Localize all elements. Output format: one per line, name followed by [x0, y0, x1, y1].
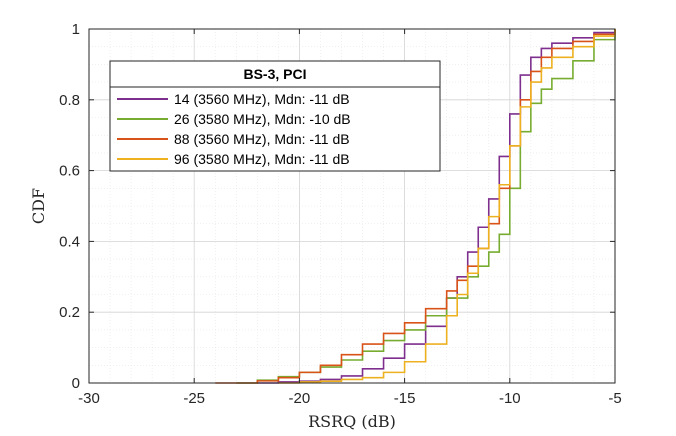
legend-label-3: 96 (3580 MHz), Mdn: -11 dB: [174, 151, 350, 167]
legend-label-2: 88 (3560 MHz), Mdn: -11 dB: [174, 131, 350, 147]
plot-frame: [88, 28, 616, 384]
y-tick-label: 0.6: [59, 163, 80, 180]
axis-ticks: -30 -25 -20 -15 -10 -5 0 0.2 0.4 0.6 0.8 1: [59, 21, 622, 407]
x-tick-label: -5: [608, 390, 621, 407]
x-tick-label: -30: [78, 390, 100, 407]
x-tick-label: -10: [499, 390, 521, 407]
y-tick-label: 0.2: [59, 304, 80, 321]
y-tick-label: 1: [72, 21, 80, 38]
legend-label-1: 26 (3580 MHz), Mdn: -10 dB: [174, 111, 351, 127]
legend: BS-3, PCI 14 (3560 MHz), Mdn: -11 dB 26 (…: [109, 60, 441, 172]
series-layer: [215, 29, 616, 384]
y-tick-label: 0.8: [59, 92, 80, 109]
legend-title: BS-3, PCI: [243, 66, 306, 82]
legend-entries: 14 (3560 MHz), Mdn: -11 dB 26 (3580 MHz),…: [117, 91, 351, 167]
series-line-0: [257, 29, 616, 384]
x-tick-label: -15: [394, 390, 416, 407]
y-axis-label: CDF: [29, 188, 48, 224]
x-axis-label: RSRQ (dB): [308, 412, 396, 431]
minor-grid: [89, 29, 615, 383]
x-tick-label: -20: [289, 390, 311, 407]
x-tick-label: -25: [183, 390, 205, 407]
legend-label-0: 14 (3560 MHz), Mdn: -11 dB: [174, 91, 350, 107]
legend-box: [109, 60, 441, 172]
series-line-3: [278, 29, 616, 384]
y-tick-label: 0.4: [59, 233, 80, 250]
y-tick-label: 0: [72, 375, 80, 392]
